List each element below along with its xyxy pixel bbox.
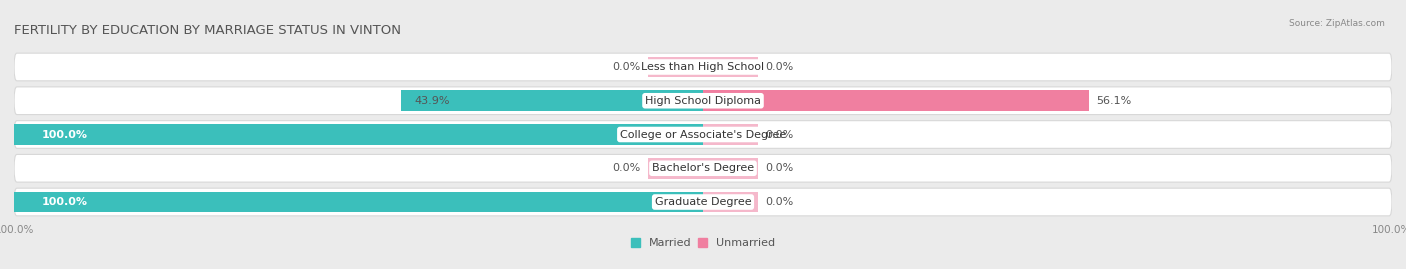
Text: 43.9%: 43.9% xyxy=(415,96,450,106)
Bar xyxy=(14,124,703,145)
FancyBboxPatch shape xyxy=(14,87,1392,115)
Text: College or Associate's Degree: College or Associate's Degree xyxy=(620,129,786,140)
Bar xyxy=(703,158,758,179)
Bar xyxy=(703,56,758,77)
Text: Less than High School: Less than High School xyxy=(641,62,765,72)
Text: Source: ZipAtlas.com: Source: ZipAtlas.com xyxy=(1289,19,1385,28)
FancyBboxPatch shape xyxy=(14,188,1392,216)
FancyBboxPatch shape xyxy=(14,121,1392,148)
Bar xyxy=(14,192,703,213)
Text: Bachelor's Degree: Bachelor's Degree xyxy=(652,163,754,173)
Bar xyxy=(648,56,703,77)
Text: 0.0%: 0.0% xyxy=(765,197,793,207)
Text: 100.0%: 100.0% xyxy=(42,197,87,207)
Text: 0.0%: 0.0% xyxy=(613,163,641,173)
Bar xyxy=(401,90,703,111)
Text: 0.0%: 0.0% xyxy=(765,62,793,72)
Text: 56.1%: 56.1% xyxy=(1097,96,1132,106)
Text: 0.0%: 0.0% xyxy=(613,62,641,72)
Bar xyxy=(703,90,1090,111)
Bar xyxy=(648,158,703,179)
Bar xyxy=(703,192,758,213)
FancyBboxPatch shape xyxy=(14,53,1392,81)
Text: 100.0%: 100.0% xyxy=(42,129,87,140)
FancyBboxPatch shape xyxy=(14,154,1392,182)
Text: High School Diploma: High School Diploma xyxy=(645,96,761,106)
Bar xyxy=(703,124,758,145)
Text: FERTILITY BY EDUCATION BY MARRIAGE STATUS IN VINTON: FERTILITY BY EDUCATION BY MARRIAGE STATU… xyxy=(14,24,401,37)
Legend: Married, Unmarried: Married, Unmarried xyxy=(627,234,779,253)
Text: 0.0%: 0.0% xyxy=(765,129,793,140)
Text: 0.0%: 0.0% xyxy=(765,163,793,173)
Text: Graduate Degree: Graduate Degree xyxy=(655,197,751,207)
